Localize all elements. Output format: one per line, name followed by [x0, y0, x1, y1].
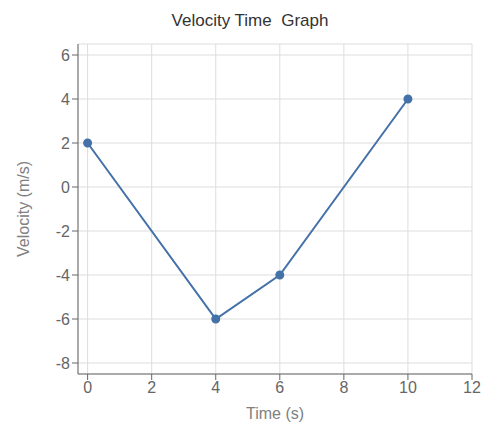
svg-text:10: 10 — [399, 379, 417, 396]
svg-text:6: 6 — [61, 47, 70, 64]
svg-text:0: 0 — [83, 379, 92, 396]
svg-text:12: 12 — [463, 379, 481, 396]
svg-text:4: 4 — [61, 91, 70, 108]
svg-text:-8: -8 — [56, 355, 70, 372]
svg-text:4: 4 — [211, 379, 220, 396]
svg-text:6: 6 — [275, 379, 284, 396]
svg-text:-4: -4 — [56, 267, 70, 284]
svg-text:2: 2 — [147, 379, 156, 396]
html-text:Velocity Time Graph: Velocity Time Graph — [171, 11, 329, 30]
svg-text:-2: -2 — [56, 223, 70, 240]
svg-text:-6: -6 — [56, 311, 70, 328]
svg-text:8: 8 — [339, 379, 348, 396]
svg-text:Time (s): Time (s) — [246, 405, 304, 422]
svg-text:2: 2 — [61, 135, 70, 152]
svg-text:0: 0 — [61, 179, 70, 196]
svg-text:Velocity (m/s): Velocity (m/s) — [15, 161, 32, 257]
